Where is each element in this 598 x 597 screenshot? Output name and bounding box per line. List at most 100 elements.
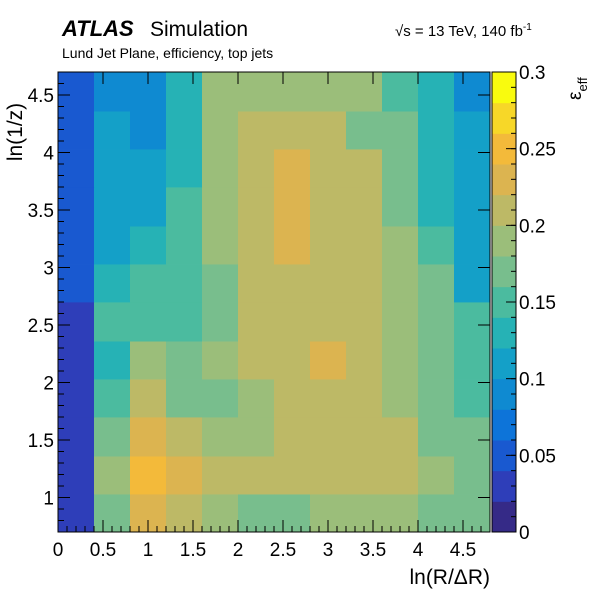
energy-superscript: -1 xyxy=(523,22,532,33)
energy-sqrt: √s xyxy=(395,23,411,40)
x-tick-label: 0 xyxy=(53,540,64,561)
heatmap-cell xyxy=(166,149,203,188)
heatmap-cell xyxy=(310,111,347,150)
heatmap-cell xyxy=(346,302,383,342)
heatmap-cell xyxy=(346,379,383,418)
heatmap-cell xyxy=(346,341,383,380)
heatmap-cell xyxy=(238,187,275,227)
heatmap-cell xyxy=(274,302,311,342)
heatmap-cell xyxy=(274,417,311,457)
y-tick-label: 2 xyxy=(43,374,54,395)
colorbar-tick-label: 0 xyxy=(519,523,530,544)
heatmap-cell xyxy=(166,379,203,418)
heatmap-cell xyxy=(382,72,419,112)
heatmap-cell xyxy=(166,456,203,495)
heatmap-cell xyxy=(418,226,455,265)
x-tick-label: 2 xyxy=(233,540,244,561)
x-tick-label: 1.5 xyxy=(180,540,206,561)
heatmap-cell xyxy=(310,149,347,188)
heatmap-cell xyxy=(454,72,491,112)
heatmap-cell xyxy=(238,264,275,303)
heatmap-cell xyxy=(382,149,419,188)
atlas-label: ATLAS xyxy=(61,16,134,41)
y-tick-label: 3.5 xyxy=(28,201,54,222)
heatmap-cell xyxy=(418,417,455,457)
colorbar xyxy=(492,72,516,533)
heatmap-cell xyxy=(418,456,455,495)
heatmap-cell xyxy=(130,379,167,418)
colorbar-label-sub: eff xyxy=(575,77,590,92)
heatmap-cell xyxy=(310,456,347,495)
x-tick-label: 2.5 xyxy=(270,540,296,561)
heatmap-cell xyxy=(346,226,383,265)
heatmap-cell xyxy=(202,226,239,265)
heatmap-cell xyxy=(202,341,239,380)
heatmap-cell xyxy=(94,456,131,495)
heatmap-cell xyxy=(130,264,167,303)
x-tick-label: 4.5 xyxy=(450,540,476,561)
colorbar-tick-label: 0.15 xyxy=(519,293,556,314)
heatmap-cell xyxy=(238,379,275,418)
heatmap-cell xyxy=(418,72,455,112)
heatmap-cell xyxy=(58,456,95,495)
heatmap-cell xyxy=(130,226,167,265)
heatmap-cell xyxy=(382,417,419,457)
heatmap-cell xyxy=(166,111,203,150)
y-tick-label: 3 xyxy=(43,259,54,280)
heatmap-cell xyxy=(166,187,203,227)
heatmap-cell xyxy=(130,302,167,342)
heatmap-cell xyxy=(238,456,275,495)
heatmap-cell xyxy=(382,379,419,418)
heatmap-cell xyxy=(94,417,131,457)
heatmap-cell xyxy=(274,264,311,303)
heatmap-cell xyxy=(310,417,347,457)
heatmap-cell xyxy=(274,456,311,495)
heatmap-cell xyxy=(274,72,311,112)
heatmap-cell xyxy=(238,302,275,342)
heatmap-cell xyxy=(166,417,203,457)
heatmap-cell xyxy=(166,72,203,112)
heatmap-cell xyxy=(94,187,131,227)
y-axis-label: ln(1/z) xyxy=(4,103,27,161)
heatmap-cell xyxy=(58,341,95,380)
heatmap-cell xyxy=(94,72,131,112)
x-tick-label: 0.5 xyxy=(90,540,116,561)
colorbar-tick-label: 0.2 xyxy=(519,216,545,237)
heatmap-cell xyxy=(58,264,95,303)
chart-subtitle: Lund Jet Plane, efficiency, top jets xyxy=(62,45,273,61)
heatmap-cell xyxy=(382,302,419,342)
heatmap-cell xyxy=(382,111,419,150)
colorbar-tick-label: 0.1 xyxy=(519,370,545,391)
heatmap-cell xyxy=(238,341,275,380)
heatmap-cell xyxy=(58,111,95,150)
colorbar-label: εeff xyxy=(565,77,590,100)
heatmap-cell xyxy=(418,187,455,227)
heatmap-cell xyxy=(346,456,383,495)
heatmap-cell xyxy=(310,187,347,227)
heatmap-cell xyxy=(166,226,203,265)
heatmap-cell xyxy=(382,187,419,227)
heatmap-cell xyxy=(418,302,455,342)
heatmap-cell xyxy=(202,379,239,418)
heatmap-cell xyxy=(274,111,311,150)
heatmap-cell xyxy=(346,417,383,457)
heatmap-cell xyxy=(346,72,383,112)
heatmap-cell xyxy=(58,302,95,342)
heatmap-cell xyxy=(94,264,131,303)
heatmap-cell xyxy=(454,341,491,380)
x-tick-label: 4 xyxy=(413,540,424,561)
heatmap-cell xyxy=(346,111,383,150)
y-tick-label: 1 xyxy=(43,489,54,510)
energy-text: = 13 TeV, 140 fb xyxy=(411,23,523,40)
heatmap-cell xyxy=(454,379,491,418)
heatmap-cell xyxy=(94,379,131,418)
heatmap-cell xyxy=(130,417,167,457)
heatmap-cell xyxy=(346,264,383,303)
heatmap-cells xyxy=(58,72,491,533)
heatmap-cell xyxy=(382,456,419,495)
heatmap-cell xyxy=(130,341,167,380)
heatmap-cell xyxy=(454,302,491,342)
heatmap-cell xyxy=(454,264,491,303)
heatmap-cell xyxy=(454,417,491,457)
